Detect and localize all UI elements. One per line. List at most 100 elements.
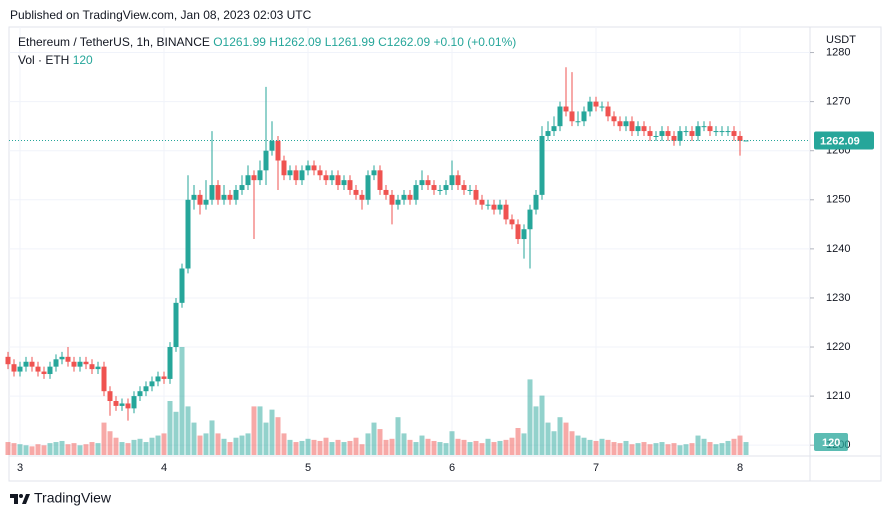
volume-bar	[149, 437, 155, 455]
candle-body	[353, 189, 359, 195]
candle-body	[485, 204, 491, 206]
x-tick-label: 6	[449, 462, 455, 474]
volume-bar	[389, 438, 395, 455]
candle-body	[641, 126, 647, 132]
volume-bar	[689, 443, 695, 455]
candle-body	[635, 126, 641, 132]
last-price-label: 1262.09	[820, 135, 860, 147]
volume-bar	[557, 417, 563, 455]
candle-body	[599, 106, 605, 108]
candle-body	[245, 175, 251, 186]
volume-bar	[641, 442, 647, 455]
volume-bar	[647, 444, 653, 455]
candle-body	[371, 170, 377, 176]
candle-body	[227, 194, 233, 200]
volume-bar	[701, 438, 707, 455]
volume-bar	[695, 435, 701, 455]
candle-body	[23, 361, 29, 367]
volume-bar	[275, 417, 281, 455]
candle-body	[695, 126, 701, 136]
volume-bar	[635, 443, 641, 455]
volume-bar	[659, 442, 665, 455]
x-tick-label: 5	[305, 462, 311, 474]
volume-bar	[629, 444, 635, 455]
y-tick-label: 1250	[826, 194, 850, 206]
volume-bar	[617, 443, 623, 455]
candle-body	[83, 361, 89, 365]
candle-body	[311, 165, 317, 171]
volume-bar	[563, 422, 569, 455]
volume-bar	[473, 440, 479, 455]
last-volume-label: 120	[822, 437, 840, 449]
volume-bar	[23, 445, 29, 455]
volume-bar	[215, 433, 221, 455]
candle-body	[479, 199, 485, 205]
volume-bar	[323, 437, 329, 455]
volume-bar	[401, 433, 407, 455]
volume-bar	[431, 440, 437, 455]
candle-body	[161, 376, 167, 379]
candle-body	[377, 170, 383, 190]
volume-bar	[311, 439, 317, 455]
volume-legend: Vol · ETH 120	[18, 53, 93, 67]
volume-bar	[35, 444, 41, 455]
volume-bar	[29, 446, 35, 455]
volume-bar	[449, 431, 455, 455]
volume-bar	[731, 438, 737, 455]
candle-body	[215, 185, 221, 200]
candle-body	[173, 302, 179, 348]
candle-body	[497, 204, 503, 210]
candle-body	[233, 189, 239, 200]
volume-bar	[545, 422, 551, 455]
candle-body	[41, 371, 47, 375]
candle-body	[413, 185, 419, 200]
volume-bars	[5, 347, 749, 455]
volume-bar	[461, 439, 467, 455]
chart-frame	[8, 26, 882, 482]
volume-bar	[353, 437, 359, 455]
candle-body	[701, 126, 707, 128]
candle-body	[347, 180, 353, 190]
candle-body	[707, 126, 713, 132]
candle-body	[305, 165, 311, 171]
candle-body	[503, 204, 509, 220]
candle-body	[527, 209, 533, 230]
volume-bar	[419, 435, 425, 455]
ohlc-value: 1262.09	[277, 35, 322, 49]
candle-body	[539, 135, 545, 195]
candle-body	[617, 121, 623, 127]
volume-bar	[593, 440, 599, 455]
candle-body	[251, 175, 257, 181]
published-note: Published on TradingView.com, Jan 08, 20…	[10, 8, 312, 22]
volume-bar	[269, 409, 275, 455]
candle-body	[5, 356, 11, 365]
candle-body	[521, 229, 527, 240]
ohlc-key: O	[213, 35, 223, 49]
volume-bar	[233, 437, 239, 455]
candle-body	[395, 199, 401, 205]
volume-bar	[413, 442, 419, 455]
candle-body	[659, 131, 665, 136]
volume-bar	[101, 422, 107, 455]
x-tick-label: 7	[593, 462, 599, 474]
candle-body	[329, 175, 335, 181]
candle-body	[671, 135, 677, 141]
volume-bar	[671, 443, 677, 455]
candle-body	[731, 131, 737, 136]
volume-bar	[377, 429, 383, 455]
candle-body	[653, 135, 659, 137]
volume-bar	[455, 438, 461, 455]
volume-bar	[293, 442, 299, 455]
candle-body	[713, 131, 719, 133]
candle-body	[383, 189, 389, 195]
volume-bar	[383, 439, 389, 455]
candle-body	[53, 359, 59, 367]
candle-body	[95, 366, 101, 370]
y-tick-label: 1210	[826, 390, 850, 402]
candle-body	[263, 150, 269, 171]
candle-body	[569, 111, 575, 122]
volume-bar	[239, 435, 245, 455]
candle-body	[443, 185, 449, 190]
candle-body	[545, 131, 551, 136]
